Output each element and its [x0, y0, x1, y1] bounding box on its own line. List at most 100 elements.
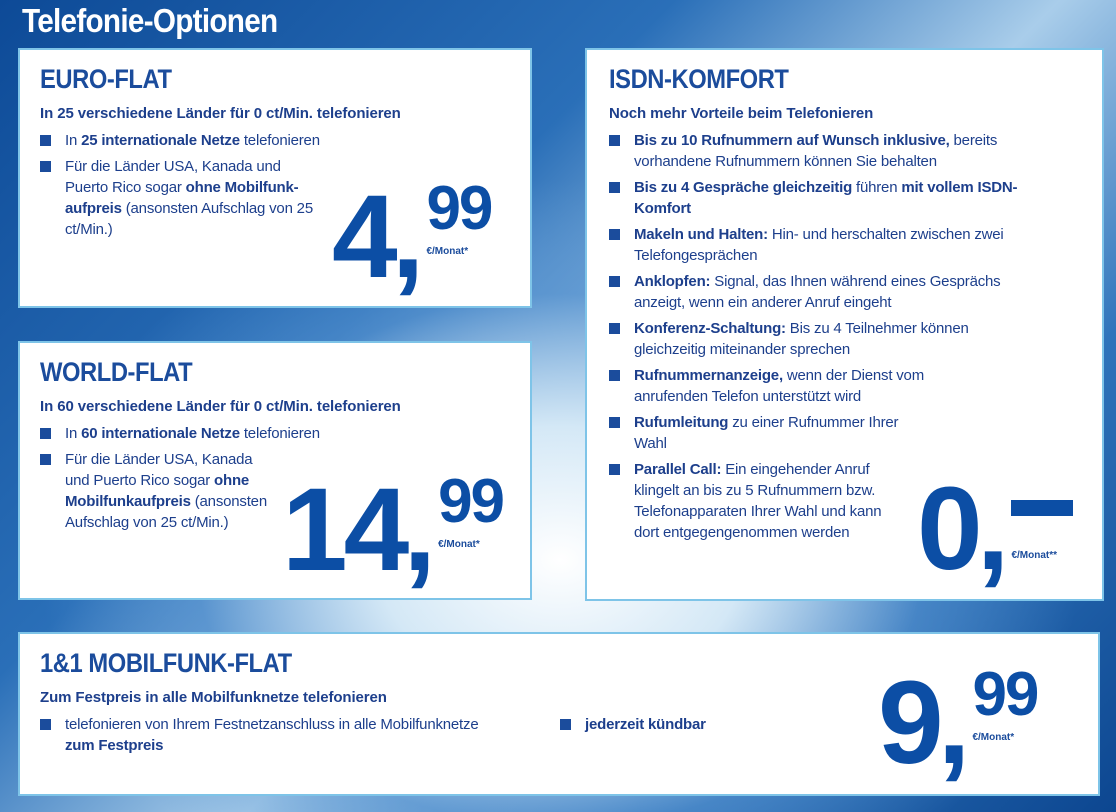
bullet-item: jederzeit kündbar: [560, 714, 760, 756]
bullet-text: bereits vorhandene Rufnummern können Sie…: [634, 132, 998, 170]
price-fraction: €/Monat**: [1011, 470, 1074, 562]
bullet-text: (ansonsten Aufschlag von 25 ct/Min.): [65, 200, 313, 238]
price-integer: 14: [282, 464, 409, 596]
square-bullet-icon: [609, 276, 620, 287]
mobilfunk-flat-title: 1&1 MOBILFUNK-FLAT: [40, 648, 292, 678]
bullet-item: In 25 internationale Netze telefonieren: [40, 130, 370, 151]
isdn-komfort-price: 0, €/Monat**: [917, 463, 1074, 595]
price-comma: ,: [403, 464, 437, 596]
square-bullet-icon: [609, 182, 620, 193]
bullet-item: Für die Länder USA, Kanada und Puerto Ri…: [40, 156, 325, 240]
price-integer: 0: [917, 463, 983, 595]
mobilfunk-flat-box: 1&1 MOBILFUNK-FLAT Zum Festpreis in alle…: [18, 632, 1100, 796]
square-bullet-icon: [609, 135, 620, 146]
square-bullet-icon: [40, 135, 51, 146]
world-flat-title: WORLD-FLAT: [40, 357, 193, 387]
bullet-text-bold: ohne Mobilfunk-aufpreis: [65, 179, 299, 217]
world-flat-bullets: In 60 internationale Netze telefonieren F…: [40, 423, 510, 533]
bullet-item: Konferenz-Schaltung: Bis zu 4 Teilnehmer…: [609, 318, 1029, 360]
bullet-text: In: [65, 425, 82, 442]
mobilfunk-flat-subtitle: Zum Festpreis in alle Mobilfunknetze tel…: [40, 689, 387, 706]
square-bullet-icon: [609, 464, 620, 475]
square-bullet-icon: [609, 417, 620, 428]
bullet-text: Signal, das Ihnen während eines Gespräch…: [634, 273, 1001, 311]
square-bullet-icon: [40, 428, 51, 439]
euro-flat-price: 4, 99 €/Monat*: [332, 171, 493, 303]
price-decimal-dash: [1011, 500, 1074, 516]
price-decimal: 99: [438, 467, 505, 536]
bullet-item: Bis zu 10 Rufnummern auf Wunsch inklusiv…: [609, 130, 1029, 172]
bullet-text-bold: Makeln und Halten:: [634, 226, 768, 243]
bullet-text-bold: Parallel Call:: [634, 461, 722, 478]
world-flat-box: WORLD-FLAT In 60 verschiedene Länder für…: [18, 341, 532, 600]
isdn-komfort-bullets: Bis zu 10 Rufnummern auf Wunsch inklusiv…: [609, 130, 1080, 543]
bullet-text-bold: Bis zu 4 Gespräche gleichzeitig: [634, 179, 853, 196]
bullet-text: wenn der Dienst vom anrufenden Telefon u…: [634, 367, 924, 405]
bullet-text-bold: 25 internationale Netze: [81, 132, 240, 149]
price-fraction: 99 €/Monat*: [972, 660, 1039, 744]
bullet-item: Bis zu 4 Gespräche gleichzeitig führen m…: [609, 177, 1029, 219]
price-decimal: 99: [972, 660, 1039, 729]
world-flat-price: 14, 99 €/Monat*: [282, 464, 505, 596]
square-bullet-icon: [40, 454, 51, 465]
bullet-text-bold: Rufnummernanzeige,: [634, 367, 783, 384]
bullet-text: telefonieren: [239, 132, 320, 149]
bullet-item: Für die Länder USA, Kanada und Puerto Ri…: [40, 449, 275, 533]
bullet-text-bold: Bis zu 10 Rufnummern auf Wunsch inklusiv…: [634, 132, 950, 149]
bullet-text: zu einer Rufnummer Ihrer Wahl: [634, 414, 899, 452]
bullet-text-bold: jederzeit kündbar: [585, 716, 706, 733]
bullet-text: führen: [852, 179, 902, 196]
square-bullet-icon: [609, 229, 620, 240]
bullet-text: Für die Länder USA, Kanada und Puerto Ri…: [65, 451, 253, 489]
euro-flat-bullets: In 25 internationale Netze telefonieren F…: [40, 130, 510, 240]
bullet-text: telefonieren von Ihrem Festnetzanschluss…: [65, 716, 479, 733]
isdn-komfort-title: ISDN-KOMFORT: [609, 64, 789, 94]
euro-flat-box: EURO-FLAT In 25 verschiedene Länder für …: [18, 48, 532, 308]
bullet-text: Bis zu 4 Teilnehmer können gleichzeitig …: [634, 320, 969, 358]
bullet-text: Hin- und herschalten zwischen zwei Telef…: [634, 226, 1004, 264]
world-flat-subtitle: In 60 verschiedene Länder für 0 ct/Min. …: [40, 398, 401, 415]
bullet-item: Anklopfen: Signal, das Ihnen während ein…: [609, 271, 1029, 313]
bullet-text-bold: mit vollem ISDN-Komfort: [634, 179, 1018, 217]
price-unit: €/Monat*: [426, 246, 469, 257]
euro-flat-title: EURO-FLAT: [40, 64, 172, 94]
bullet-text: Ein eingehender Anruf klingelt an bis zu…: [634, 461, 882, 541]
bullet-text-bold: ohne Mobilfunkaufpreis: [65, 472, 250, 510]
price-integer: 9: [878, 657, 944, 789]
price-comma: ,: [391, 171, 425, 303]
price-comma: ,: [976, 463, 1010, 595]
bullet-text-bold: zum Festpreis: [65, 737, 164, 754]
isdn-komfort-box: ISDN-KOMFORT Noch mehr Vorteile beim Tel…: [585, 48, 1104, 601]
price-unit: €/Monat*: [438, 539, 480, 550]
bullet-item: Parallel Call: Ein eingehender Anruf kli…: [609, 459, 894, 543]
square-bullet-icon: [560, 719, 571, 730]
bullet-item: Makeln und Halten: Hin- und herschalten …: [609, 224, 1029, 266]
bullet-text-bold: Konferenz-Schaltung:: [634, 320, 786, 337]
price-fraction: 99 €/Monat*: [426, 178, 493, 258]
price-integer: 4: [332, 171, 398, 303]
bullet-item: telefonieren von Ihrem Festnetzanschluss…: [40, 714, 510, 756]
price-unit: €/Monat*: [972, 732, 1015, 743]
square-bullet-icon: [40, 161, 51, 172]
price-comma: ,: [937, 657, 971, 789]
price-fraction: 99 €/Monat*: [438, 467, 505, 551]
price-unit: €/Monat**: [1011, 550, 1057, 561]
mobilfunk-flat-bullets: telefonieren von Ihrem Festnetzanschluss…: [40, 714, 1078, 761]
bullet-text-bold: Anklopfen:: [634, 273, 711, 290]
mobilfunk-flat-price: 9, 99 €/Monat*: [878, 657, 1039, 789]
bullet-text-bold: 60 internationale Netze: [81, 425, 240, 442]
bullet-item: In 60 internationale Netze telefonieren: [40, 423, 370, 444]
bullet-text-bold: Rufumleitung: [634, 414, 729, 431]
euro-flat-subtitle: In 25 verschiedene Länder für 0 ct/Min. …: [40, 105, 401, 122]
bullet-text: In: [65, 132, 82, 149]
bullet-text: Für die Länder USA, Kanada und Puerto Ri…: [65, 158, 281, 196]
bullet-text: telefonieren: [239, 425, 320, 442]
bullet-text: (ansonsten Aufschlag von 25 ct/Min.): [65, 493, 267, 531]
square-bullet-icon: [40, 719, 51, 730]
square-bullet-icon: [609, 323, 620, 334]
isdn-komfort-subtitle: Noch mehr Vorteile beim Telefonieren: [609, 105, 874, 122]
square-bullet-icon: [609, 370, 620, 381]
page-title: Telefonie-Optionen: [22, 2, 278, 39]
bullet-item: Rufnummernanzeige, wenn der Dienst vom a…: [609, 365, 989, 407]
bullet-item: Rufumleitung zu einer Rufnummer Ihrer Wa…: [609, 412, 899, 454]
